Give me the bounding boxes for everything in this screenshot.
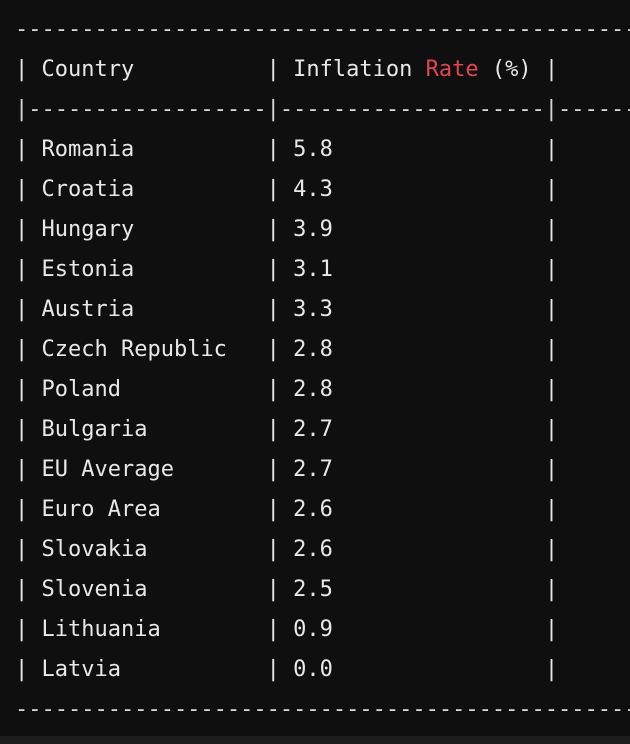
country-cell: Czech Republic <box>41 337 227 362</box>
inflation-rate-cell: 2.5 <box>293 577 333 602</box>
country-cell: Croatia <box>41 177 135 202</box>
inflation-column-header-highlight: Rate <box>425 57 479 82</box>
inflation-column-header-suffix: (%) <box>491 57 532 82</box>
inflation-rate-cell: 2.6 <box>293 497 333 522</box>
inflation-rate-cell: 2.8 <box>293 337 333 362</box>
inflation-rate-cell: 3.1 <box>293 257 333 282</box>
inflation-rate-cell: 0.9 <box>293 617 333 642</box>
table-row: | Croatia | 4.3 | <box>15 177 559 202</box>
country-cell: Latvia <box>41 657 121 682</box>
inflation-rate-cell: 2.7 <box>293 457 333 482</box>
header-separator: |------------------|--------------------… <box>15 97 630 122</box>
inflation-rate-cell: 2.7 <box>293 417 333 442</box>
country-cell: EU Average <box>41 457 174 482</box>
table-row: | Czech Republic | 2.8 | <box>15 337 559 362</box>
table-row: | Slovenia | 2.5 | <box>15 577 559 602</box>
table-row: | EU Average | 2.7 | <box>15 457 559 482</box>
inflation-rate-cell: 2.8 <box>293 377 333 402</box>
top-border: ----------------------------------------… <box>15 17 630 42</box>
inflation-rate-cell: 2.6 <box>293 537 333 562</box>
inflation-rate-cell: 0.0 <box>293 657 333 682</box>
country-column-header: Country <box>41 57 135 82</box>
table-row: | Euro Area | 2.6 | <box>15 497 559 522</box>
table-row: | Romania | 5.8 | <box>15 137 559 162</box>
inflation-rate-cell: 3.9 <box>293 217 333 242</box>
inflation-rate-cell: 5.8 <box>293 137 333 162</box>
country-cell: Estonia <box>41 257 135 282</box>
table-row: | Poland | 2.8 | <box>15 377 559 402</box>
table-row: | Austria | 3.3 | <box>15 297 559 322</box>
country-cell: Bulgaria <box>41 417 148 442</box>
table-row: | Slovakia | 2.6 | <box>15 537 559 562</box>
inflation-rate-cell: 4.3 <box>293 177 333 202</box>
country-cell: Poland <box>41 377 121 402</box>
table-row: | Hungary | 3.9 | <box>15 217 559 242</box>
country-cell: Lithuania <box>41 617 161 642</box>
table-row: | Bulgaria | 2.7 | <box>15 417 559 442</box>
country-cell: Austria <box>41 297 135 322</box>
country-cell: Romania <box>41 137 135 162</box>
country-cell: Slovakia <box>41 537 148 562</box>
inflation-column-header-prefix: Inflation <box>293 57 413 82</box>
table-header-row: | Country | Inflation Rate (%) | <box>15 57 559 82</box>
bottom-border: ----------------------------------------… <box>15 697 630 722</box>
country-cell: Hungary <box>41 217 135 242</box>
inflation-rate-cell: 3.3 <box>293 297 333 322</box>
terminal-bottom-bar <box>0 736 630 744</box>
country-cell: Euro Area <box>41 497 161 522</box>
country-cell: Slovenia <box>41 577 148 602</box>
table-row: | Lithuania | 0.9 | <box>15 617 559 642</box>
table-row: | Latvia | 0.0 | <box>15 657 559 682</box>
table-row: | Estonia | 3.1 | <box>15 257 559 282</box>
